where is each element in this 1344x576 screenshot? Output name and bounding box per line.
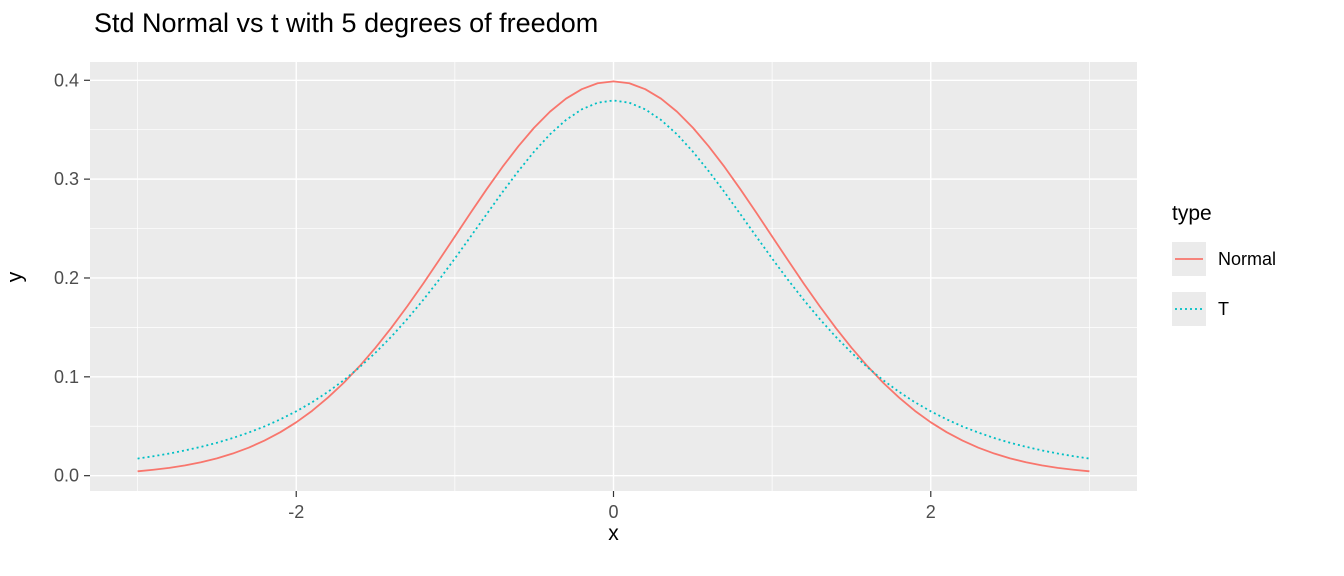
y-axis-label: y: [3, 271, 26, 282]
legend: type Normal T: [1172, 202, 1342, 342]
legend-key-t: [1172, 292, 1206, 326]
legend-entry-t: T: [1172, 292, 1342, 326]
x-tick-label: 0: [608, 502, 618, 522]
x-tick-label: -2: [288, 502, 304, 522]
x-axis-label: x: [608, 522, 619, 545]
y-tick-label: 0.2: [54, 268, 79, 288]
legend-title: type: [1172, 202, 1212, 225]
y-tick-label: 0.4: [54, 70, 79, 90]
legend-label-t: T: [1218, 298, 1229, 319]
series-line-t: [137, 99, 1090, 460]
chart-title: Std Normal vs t with 5 degrees of freedo…: [94, 8, 599, 38]
legend-key-normal: [1172, 242, 1206, 276]
y-tick-label: 0.1: [54, 367, 79, 387]
y-tick-label: 0.3: [54, 169, 79, 189]
y-tick-label: 0.0: [54, 466, 79, 486]
legend-entry-normal: Normal: [1172, 242, 1342, 276]
legend-label-normal: Normal: [1218, 248, 1277, 269]
y-axis-label-wrap: y: [0, 62, 30, 491]
x-tick-label: 2: [926, 502, 936, 522]
series-line-normal: [137, 80, 1090, 473]
